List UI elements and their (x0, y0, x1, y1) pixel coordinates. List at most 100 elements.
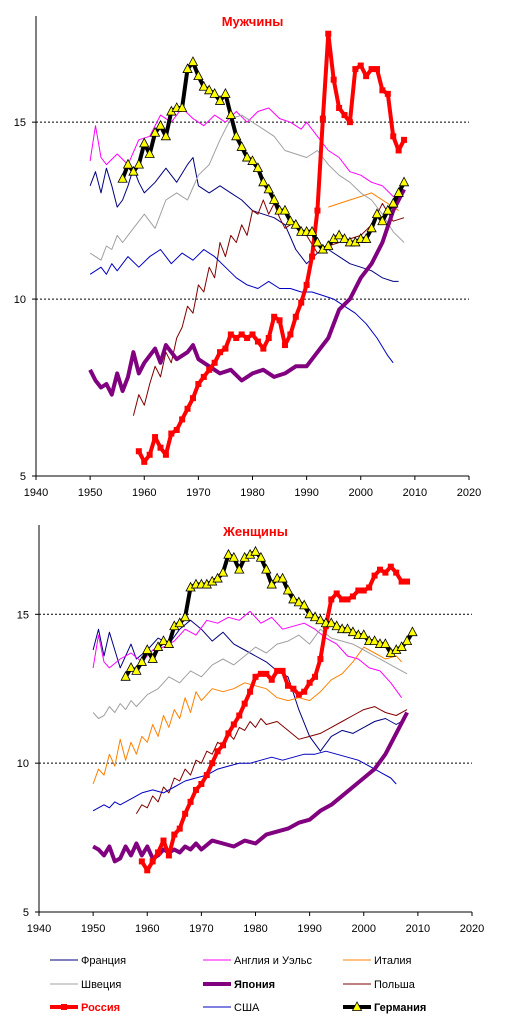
data-point (182, 63, 193, 73)
data-point (241, 700, 248, 707)
legend-label: Россия (81, 1002, 120, 1014)
series-Германия (117, 56, 410, 254)
data-point (200, 373, 207, 380)
data-point (233, 335, 240, 341)
data-point (152, 641, 164, 651)
series-line (89, 157, 399, 282)
data-point (266, 578, 277, 589)
data-point (149, 126, 161, 137)
data-point (333, 229, 345, 240)
x-tick-label: 1970 (189, 923, 213, 935)
series-line (120, 60, 406, 252)
data-point (189, 395, 196, 402)
data-point (206, 366, 213, 373)
data-point (238, 331, 245, 338)
data-point (295, 691, 302, 698)
data-point (271, 313, 278, 320)
data-point (236, 712, 243, 719)
x-tick-label: 1990 (294, 487, 318, 499)
legend-label: Швеция (81, 979, 121, 991)
data-point (225, 109, 237, 119)
data-point (377, 215, 388, 226)
series-line (92, 610, 403, 698)
data-point (314, 207, 321, 214)
data-point (198, 80, 209, 91)
data-point (395, 147, 402, 154)
series-Англия и Уэльс (89, 107, 399, 201)
y-tick-label: 10 (17, 758, 29, 770)
data-point (187, 798, 194, 805)
data-point (247, 688, 254, 695)
series-line (88, 188, 406, 397)
data-point (254, 338, 261, 345)
data-point (155, 119, 166, 130)
data-point (211, 359, 218, 366)
chart-panel-0: 5 10 15 1940 1950 1960 1970 1980 1990 2000 2010 202… (14, 14, 481, 499)
x-tick-label: 1970 (186, 487, 210, 499)
x-tick-label: 1960 (132, 487, 156, 499)
data-point (290, 218, 301, 229)
data-point (379, 87, 386, 94)
data-point (382, 569, 389, 576)
data-point (401, 635, 413, 645)
series-Япония (92, 711, 409, 864)
data-point (287, 331, 294, 338)
data-point (193, 70, 204, 81)
legend-item: Германия (343, 1001, 426, 1014)
data-point (152, 434, 159, 441)
data-point (390, 133, 397, 140)
data-point (292, 313, 299, 320)
data-point (284, 682, 291, 689)
series-Швеция (92, 628, 408, 719)
x-tick-label: 1980 (243, 923, 267, 935)
series-США (92, 750, 397, 812)
data-point (147, 653, 158, 663)
legend-label: Англия и Уэльс (234, 955, 312, 967)
x-tick-label: 2000 (352, 923, 376, 935)
x-tick-label: 1950 (78, 487, 102, 499)
data-point (352, 66, 359, 73)
legend-label: Польша (374, 979, 416, 991)
data-point (135, 448, 142, 455)
series-line (140, 564, 408, 873)
legend-item: США (203, 1002, 260, 1014)
x-tick-label: 1940 (24, 487, 48, 499)
data-point (380, 638, 391, 648)
data-point (303, 281, 310, 288)
data-point (347, 626, 359, 637)
data-point (141, 458, 148, 465)
series-США (89, 249, 394, 364)
data-point (209, 87, 220, 98)
data-point (247, 155, 258, 165)
chart-title: Мужчины (222, 14, 284, 29)
data-point (315, 614, 326, 625)
data-point (368, 66, 375, 73)
data-point (396, 641, 407, 651)
data-point (325, 30, 332, 37)
data-point (212, 572, 223, 583)
series-Италия (92, 646, 402, 785)
data-point (299, 599, 310, 610)
legend-item: Польша (343, 979, 416, 991)
data-point (144, 867, 151, 874)
data-point (312, 236, 323, 247)
data-point (263, 670, 270, 677)
data-point (404, 578, 411, 585)
data-point (309, 611, 321, 622)
data-point (252, 673, 259, 680)
data-point (331, 620, 342, 631)
data-point (268, 194, 280, 204)
data-point (261, 563, 272, 574)
data-point (319, 115, 326, 122)
data-point (369, 635, 380, 645)
series-Польша (132, 199, 405, 416)
series-Англия и Уэльс (92, 610, 403, 698)
data-point (217, 566, 229, 577)
data-point (326, 617, 337, 628)
data-point (117, 172, 128, 183)
data-point (366, 584, 373, 591)
data-point (236, 141, 247, 151)
y-tick-label: 15 (14, 117, 26, 129)
data-point (371, 572, 378, 579)
series-line (135, 706, 408, 815)
